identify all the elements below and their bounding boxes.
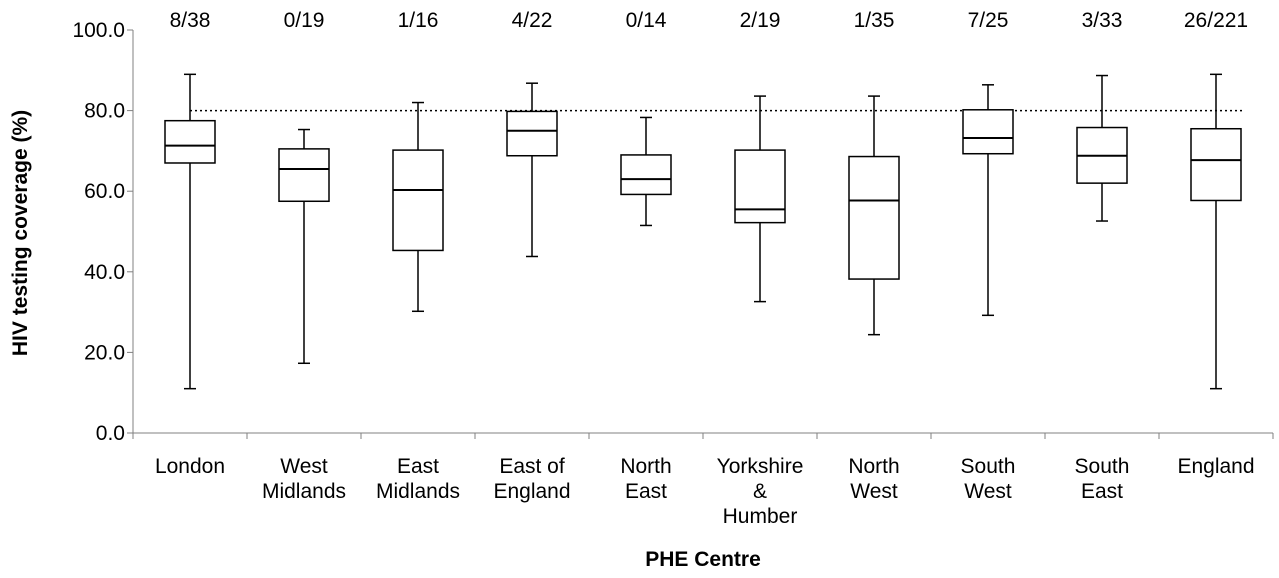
category-label: Humber <box>723 505 798 528</box>
count-label: 4/22 <box>512 9 553 32</box>
axes: 0.0 20.0 40.0 60.0 80.0 100.0 <box>72 19 1274 445</box>
category-label: London <box>155 455 225 478</box>
count-label: 1/35 <box>854 9 895 32</box>
y-tick-label: 80.0 <box>84 100 125 123</box>
category-label: South <box>961 455 1016 478</box>
category-label: Midlands <box>262 480 346 503</box>
count-label: 0/19 <box>284 9 325 32</box>
iqr-box <box>848 155 900 280</box>
category-label: England <box>493 480 570 503</box>
count-label: 8/38 <box>170 9 211 32</box>
box-south-east <box>1076 74 1128 222</box>
category-label: East of <box>499 455 565 478</box>
y-axis-title: HIV testing coverage (%) <box>9 110 32 356</box>
box-east-midlands <box>392 101 444 313</box>
category-label: East <box>625 480 667 503</box>
category-label: Midlands <box>376 480 460 503</box>
iqr-box <box>278 148 330 203</box>
category-label: South <box>1075 455 1130 478</box>
y-tick-label: 60.0 <box>84 180 125 203</box>
count-label: 26/221 <box>1184 9 1248 32</box>
iqr-box <box>1190 127 1242 202</box>
count-label: 1/16 <box>398 9 439 32</box>
box-north-west <box>848 95 900 336</box>
box-south-west <box>962 84 1014 317</box>
iqr-box <box>620 154 672 196</box>
category-label: West <box>850 480 898 503</box>
count-label: 3/33 <box>1082 9 1123 32</box>
y-tick-label: 20.0 <box>84 341 125 364</box>
count-label: 0/14 <box>626 9 667 32</box>
category-label: North <box>620 455 671 478</box>
box-london <box>164 73 216 390</box>
category-label: North <box>848 455 899 478</box>
x-axis-title: PHE Centre <box>645 548 761 571</box>
category-label: & <box>753 480 767 503</box>
box-north-east <box>620 116 672 227</box>
category-label: West <box>280 455 328 478</box>
labels-group: 8/38London0/19WestMidlands1/16EastMidlan… <box>155 9 1255 528</box>
y-tick-label: 0.0 <box>96 422 125 445</box>
boxes-group <box>164 73 1242 390</box>
iqr-box <box>734 149 786 224</box>
category-label: East <box>1081 480 1123 503</box>
box-west-midlands <box>278 128 330 365</box>
iqr-box <box>392 149 444 252</box>
y-tick-label: 100.0 <box>72 19 125 42</box>
iqr-box <box>962 109 1014 155</box>
category-label: East <box>397 455 439 478</box>
iqr-box <box>164 119 216 164</box>
iqr-box <box>506 110 558 157</box>
category-label: Yorkshire <box>717 455 804 478</box>
box-east-of-england <box>506 82 558 258</box>
box-england <box>1190 73 1242 390</box>
category-label: West <box>964 480 1012 503</box>
y-tick-label: 40.0 <box>84 261 125 284</box>
box-yorkshire-humber <box>734 95 786 303</box>
category-label: England <box>1177 455 1254 478</box>
count-label: 2/19 <box>740 9 781 32</box>
count-label: 7/25 <box>968 9 1009 32</box>
